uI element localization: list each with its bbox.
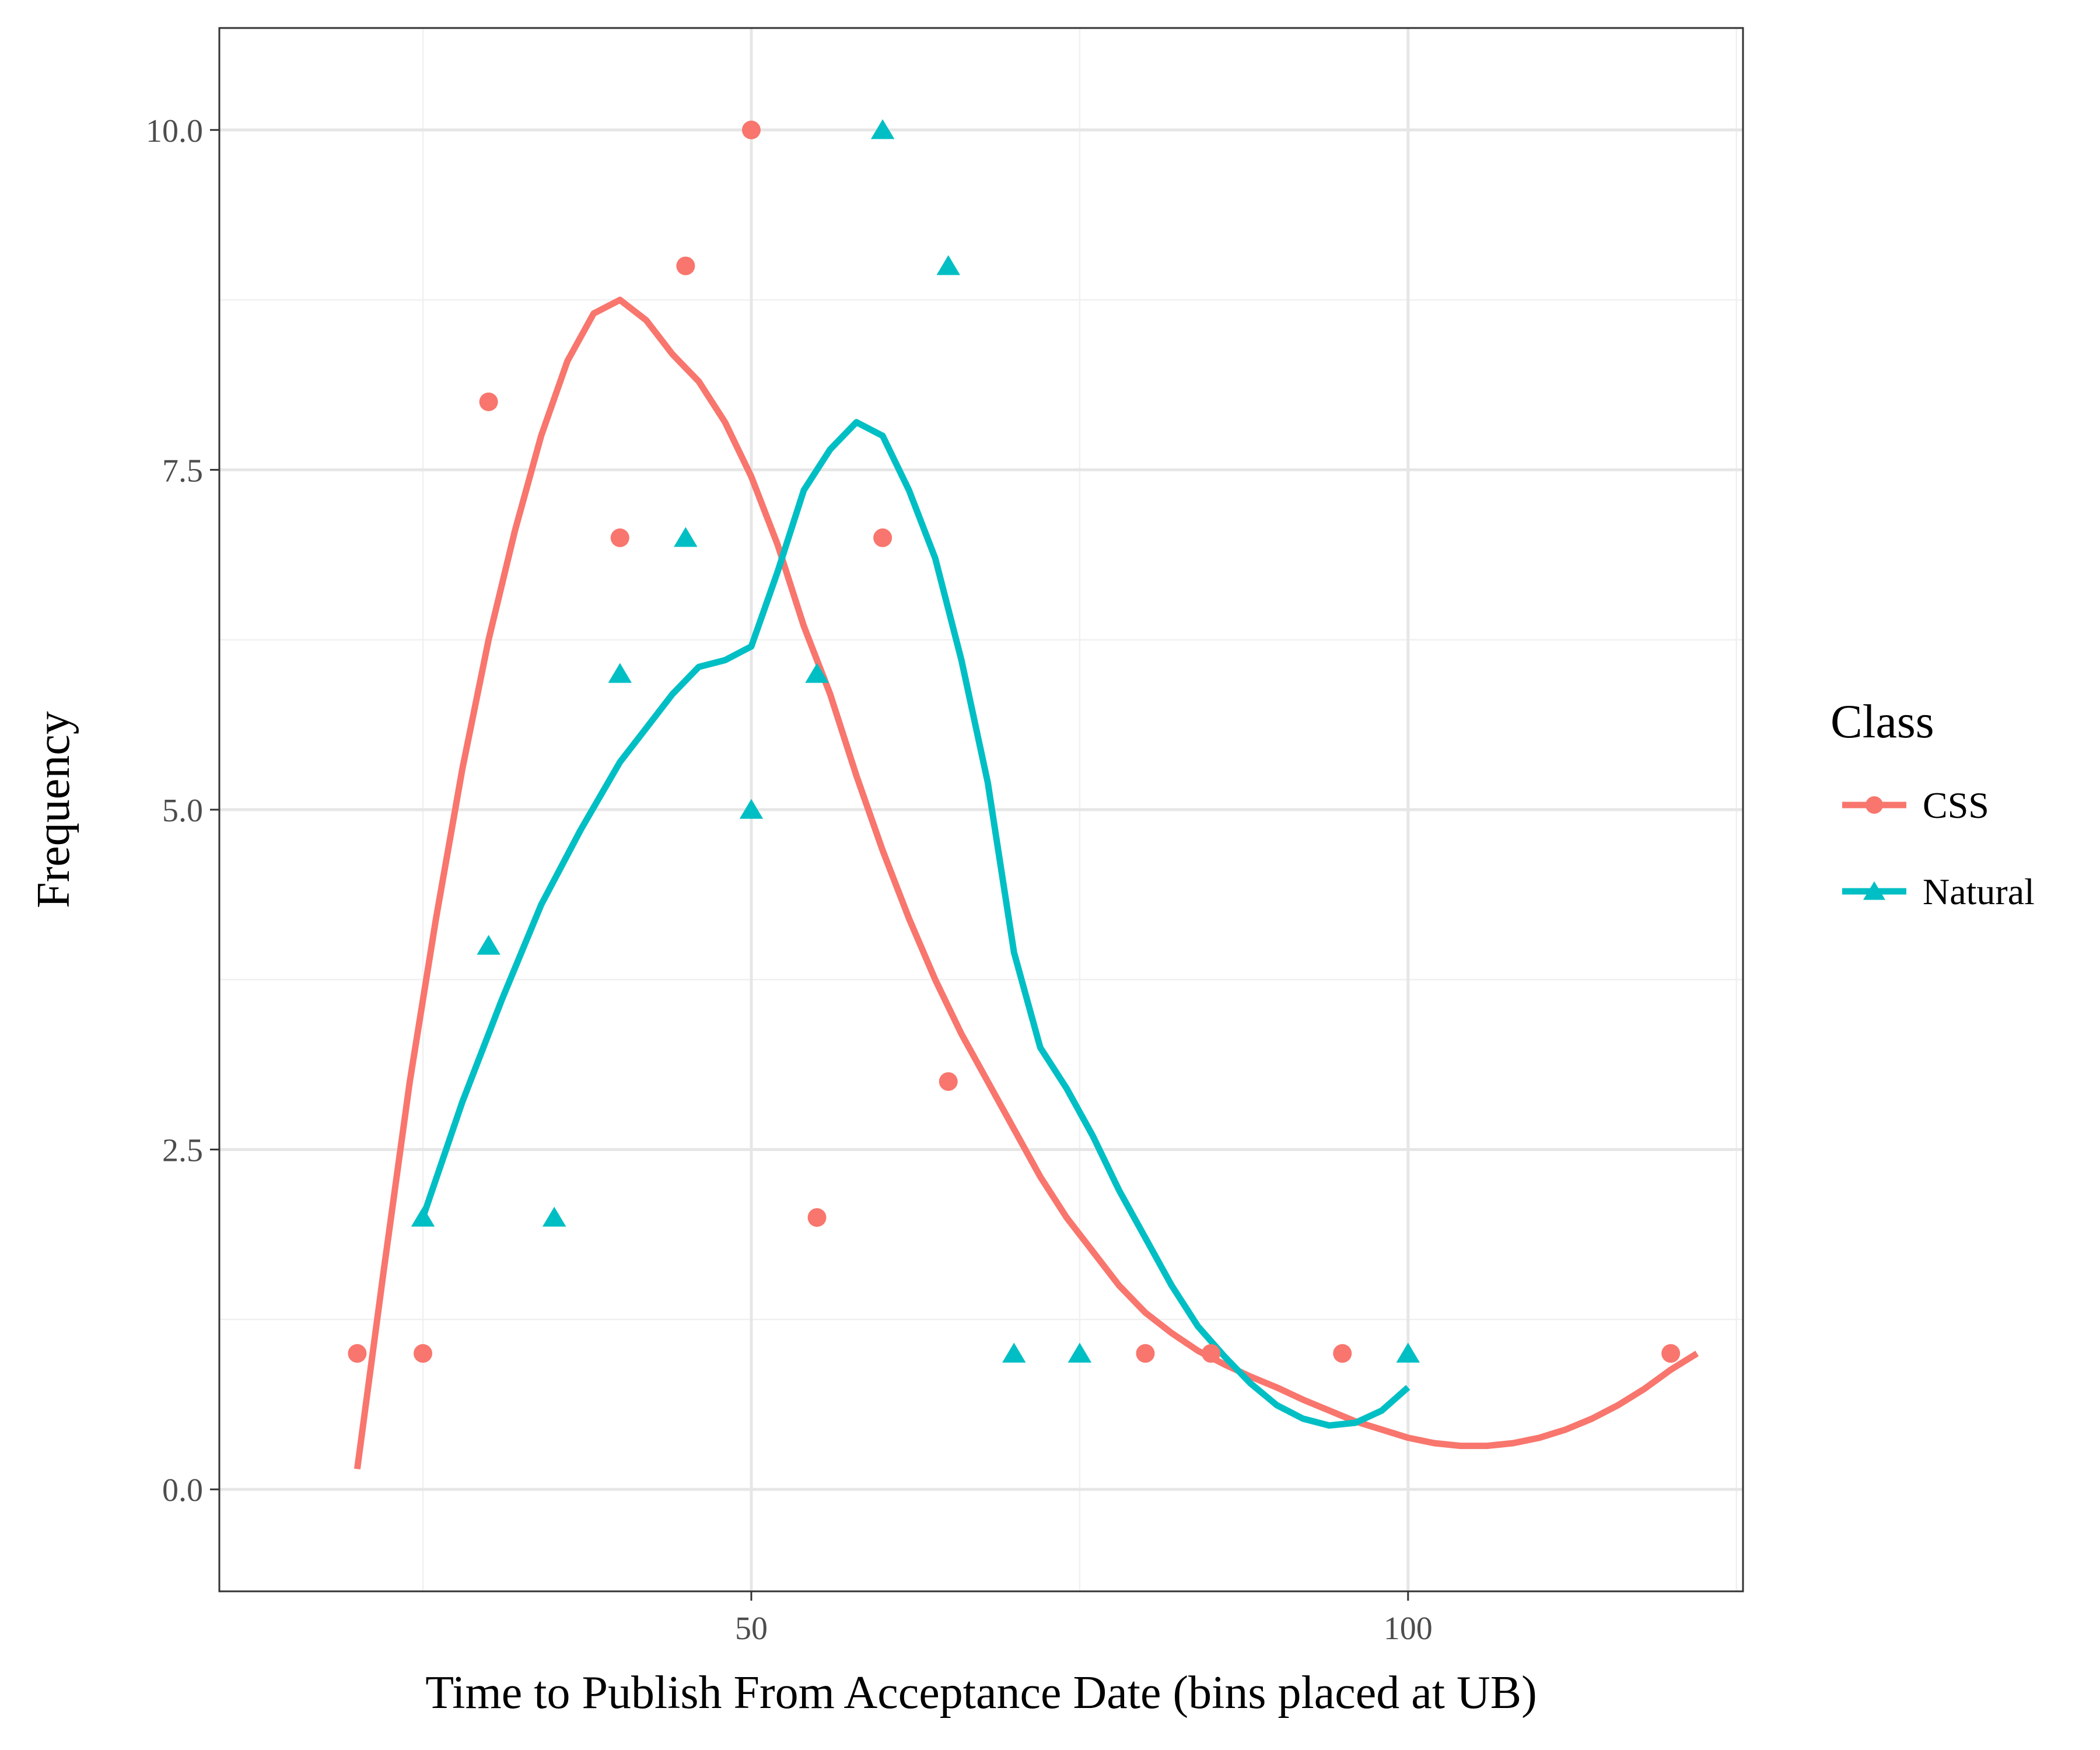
smooth-line-css xyxy=(354,296,1699,1470)
point-natural xyxy=(542,1206,566,1227)
point-natural xyxy=(739,799,764,819)
y-tick-label: 2.5 xyxy=(162,1133,203,1169)
point-css xyxy=(414,1344,433,1363)
point-natural xyxy=(411,1206,435,1227)
point-css xyxy=(610,528,629,547)
point-css xyxy=(873,528,892,547)
point-natural xyxy=(870,119,895,139)
x-axis-title: Time to Publish From Acceptance Date (bi… xyxy=(425,1667,1537,1718)
x-tick-label: 50 xyxy=(735,1611,768,1647)
point-css xyxy=(676,256,695,275)
point-css xyxy=(939,1072,958,1091)
point-natural xyxy=(1396,1342,1420,1363)
point-natural xyxy=(674,527,698,547)
point-css xyxy=(1136,1344,1155,1363)
data-points xyxy=(348,119,1681,1363)
y-tick-label: 10.0 xyxy=(146,113,203,149)
point-natural xyxy=(608,663,632,683)
x-tick-label: 100 xyxy=(1384,1611,1433,1647)
legend-keys xyxy=(1842,796,1906,900)
point-natural xyxy=(936,255,960,275)
legend: Class CSS Natural xyxy=(1831,695,2035,912)
legend-key-marker-css xyxy=(1866,796,1883,814)
legend-label-natural: Natural xyxy=(1923,871,2035,912)
point-css xyxy=(1661,1344,1681,1363)
point-css xyxy=(479,392,498,411)
y-axis-title: Frequency xyxy=(28,711,79,908)
point-css xyxy=(1202,1344,1221,1363)
point-natural xyxy=(477,935,501,955)
y-tick-label: 5.0 xyxy=(162,793,203,829)
smooth-line-natural xyxy=(419,419,1410,1429)
y-tick-label: 7.5 xyxy=(162,453,203,489)
point-natural xyxy=(805,663,829,683)
point-css xyxy=(807,1208,827,1227)
point-css xyxy=(348,1344,367,1363)
y-tick-label: 0.0 xyxy=(162,1472,203,1508)
point-natural xyxy=(1002,1342,1026,1363)
legend-title: Class xyxy=(1831,695,1934,748)
x-axis: 50 100 xyxy=(735,1591,1433,1647)
point-css xyxy=(1333,1344,1352,1363)
point-natural xyxy=(1068,1342,1092,1363)
point-css xyxy=(741,120,761,139)
y-axis: 0.0 2.5 5.0 7.5 10.0 xyxy=(146,113,219,1508)
smooth-lines xyxy=(354,296,1699,1470)
legend-key-marker-natural xyxy=(1863,881,1885,900)
legend-label-css: CSS xyxy=(1923,785,1989,826)
